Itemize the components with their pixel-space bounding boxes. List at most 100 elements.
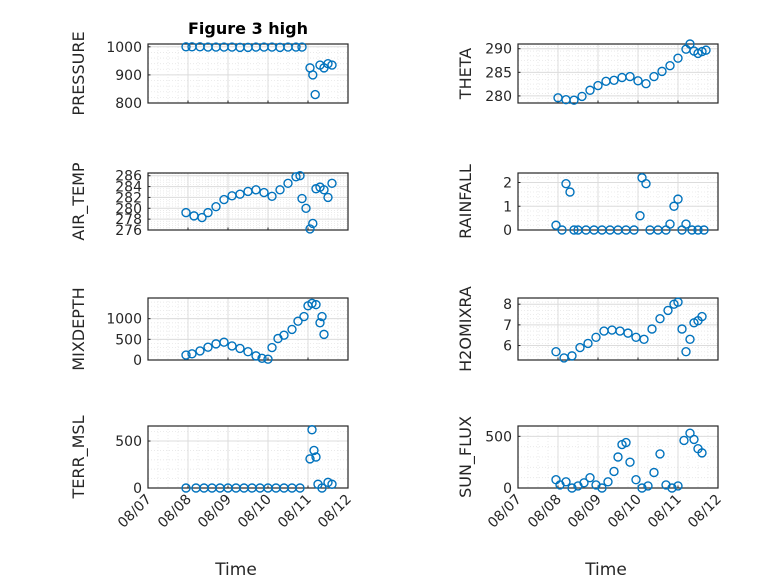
data-point (305, 454, 315, 464)
data-point (203, 207, 213, 218)
data-point (667, 483, 677, 493)
y-tick-label: 6 (503, 339, 512, 355)
data-point (181, 42, 191, 52)
y-axis-label: PRESSURE (69, 31, 88, 115)
data-point (259, 187, 269, 198)
data-point (569, 225, 579, 235)
subplot-mixdepth: 0 500 1000 MIXDEPTH (69, 287, 349, 371)
axes-box (517, 43, 719, 104)
data-point (327, 178, 337, 189)
data-point (309, 445, 319, 456)
data-point (597, 483, 607, 493)
data-point (699, 225, 709, 235)
data-point (673, 481, 683, 491)
data-point (203, 342, 213, 352)
data-point (251, 351, 261, 361)
axes-box (517, 425, 719, 489)
data-point (649, 467, 659, 478)
x-tick-label: 08/11 (645, 492, 685, 532)
data-point (631, 475, 641, 485)
x-tick-label: 08/07 (115, 492, 155, 532)
data-point (287, 324, 297, 335)
data-point (641, 178, 651, 189)
x-tick-label: 08/10 (235, 492, 275, 532)
data-point (665, 219, 675, 229)
x-tick-label: 08/09 (565, 492, 605, 532)
x-tick-label: 08/08 (525, 492, 565, 532)
y-tick-label: 0 (503, 481, 512, 497)
data-point (311, 452, 321, 462)
y-axis-label: AIR_TEMP (69, 162, 89, 240)
y-tick-label: 1000 (106, 312, 142, 328)
data-point (697, 46, 707, 57)
data-point (593, 80, 603, 91)
data-point (227, 341, 237, 351)
data-point (319, 185, 329, 195)
y-tick-label: 1000 (106, 40, 142, 56)
y-tick-label: 800 (115, 96, 142, 112)
data-point (585, 85, 595, 95)
y-tick-label: 286 (115, 169, 142, 185)
data-point (679, 435, 689, 446)
data-point (211, 201, 221, 212)
data-point (219, 194, 229, 205)
data-point (685, 39, 695, 49)
data-point (181, 207, 191, 218)
y-tick-label: 0 (133, 481, 142, 497)
data-point (219, 337, 229, 347)
data-point (655, 313, 665, 324)
axes-box (147, 172, 349, 231)
data-point (551, 220, 561, 230)
data-point (327, 479, 337, 489)
data-point (689, 434, 699, 445)
data-point (575, 342, 585, 353)
data-point (557, 225, 567, 235)
data-point (291, 172, 301, 182)
x-axis-label: Time (584, 560, 627, 580)
subplot-sun-flux: 0 500 SUN_FLUX 08/07 08/08 08/09 08/10 08/11 08/… (456, 416, 725, 580)
data-point (275, 185, 285, 195)
x-tick-label: 08/07 (485, 492, 525, 532)
data-point (551, 347, 561, 357)
data-point (295, 483, 305, 493)
data-point (649, 71, 659, 82)
y-tick-label: 500 (485, 429, 512, 445)
data-point (308, 218, 318, 229)
y-tick-label: 282 (115, 190, 142, 206)
y-axis-label: THETA (456, 48, 475, 100)
data-point (591, 332, 601, 342)
data-point (187, 349, 197, 359)
data-point (317, 483, 327, 493)
data-point (677, 324, 687, 334)
data-point (291, 42, 301, 52)
x-tick-label: 08/09 (195, 492, 235, 532)
data-point (655, 449, 665, 459)
data-point (305, 224, 315, 234)
data-point (647, 324, 657, 334)
data-point (635, 211, 645, 221)
data-point (697, 311, 707, 322)
data-point (561, 178, 571, 189)
y-tick-label: 280 (115, 201, 142, 217)
data-point (311, 299, 321, 310)
subplot-theta: 280 285 290 THETA (456, 39, 719, 105)
data-point (267, 342, 277, 353)
data-point (317, 311, 327, 322)
data-point (577, 91, 587, 102)
x-tick-label: 08/12 (315, 492, 355, 532)
data-point (569, 95, 579, 105)
y-tick-label: 7 (503, 318, 512, 334)
axes-box (517, 172, 719, 231)
data-point (323, 192, 333, 203)
data-point (293, 316, 303, 326)
data-point (567, 351, 577, 361)
data-point (567, 483, 577, 493)
data-point (665, 61, 675, 71)
subplot-h2omixra: 6 7 8 H2OMIXRA (456, 286, 719, 372)
y-tick-label: 290 (485, 42, 512, 58)
data-point (195, 346, 205, 356)
y-axis-label: SUN_FLUX (456, 416, 476, 498)
y-axis-label: TERR_MSL (69, 415, 89, 499)
data-point (603, 477, 613, 487)
